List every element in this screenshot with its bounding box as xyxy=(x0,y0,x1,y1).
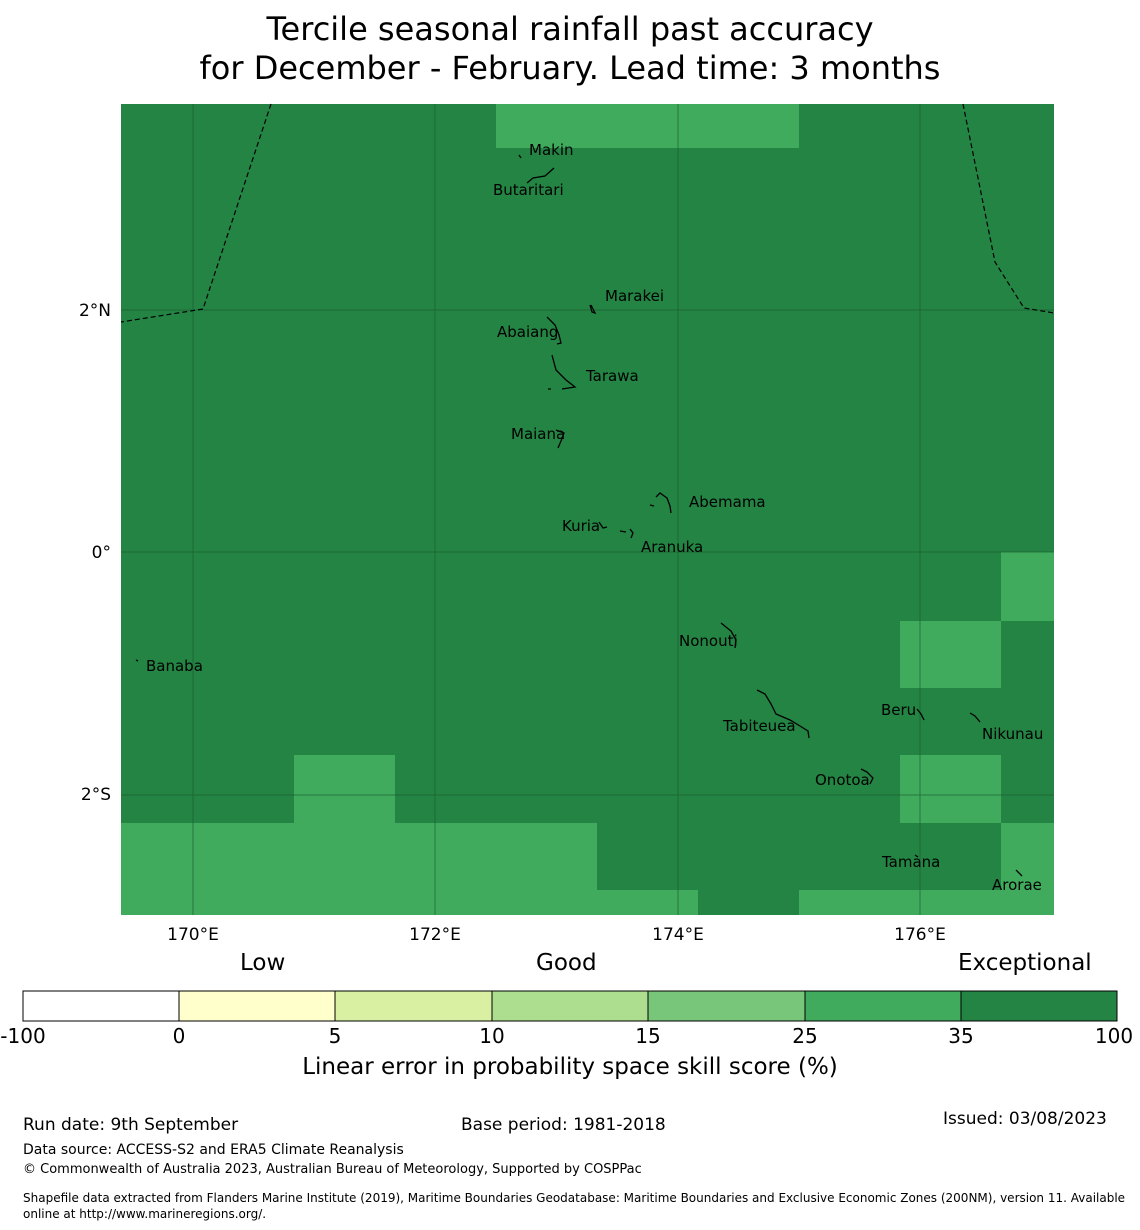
eez-boundary-east xyxy=(962,103,1055,314)
colorbar-tick: 5 xyxy=(328,1024,342,1048)
base-period: Base period: 1981-2018 xyxy=(461,1115,666,1135)
island-kuria xyxy=(598,521,608,529)
island-tamana xyxy=(914,854,919,858)
colorbar-segment xyxy=(804,990,962,1022)
shapefile-credit-line-1: Shapefile data extracted from Flanders M… xyxy=(23,1191,1126,1205)
colorbar-segment xyxy=(647,990,806,1022)
label-maiana: Maiana xyxy=(511,425,565,443)
label-tabiteuea: Tabiteuea xyxy=(722,717,796,735)
grid-cell-base xyxy=(121,104,1054,915)
label-kuria: Kuria xyxy=(562,517,600,535)
category-exceptional: Exceptional xyxy=(958,950,1092,976)
grid-cell xyxy=(799,890,1054,915)
colorbar-segment xyxy=(960,990,1118,1022)
label-arorae: Arorae xyxy=(992,876,1042,894)
skill-grid xyxy=(121,104,1054,915)
island-marakei xyxy=(589,304,597,315)
colorbar-tick: 35 xyxy=(948,1024,974,1048)
lon-tick-172: 172°E xyxy=(409,925,461,945)
colorbar-tick: 25 xyxy=(792,1024,818,1048)
lon-tick-174: 174°E xyxy=(652,925,704,945)
colorbar-segment xyxy=(22,990,180,1022)
island-outlines xyxy=(135,154,1023,877)
grid-cell xyxy=(1001,823,1054,890)
lat-tick-2s: 2°S xyxy=(81,785,111,805)
colorbar-segment xyxy=(334,990,493,1022)
island-makin xyxy=(518,154,522,159)
label-banaba: Banaba xyxy=(146,657,203,675)
label-nikunau: Nikunau xyxy=(982,725,1043,743)
colorbar-tick: 15 xyxy=(635,1024,661,1048)
chart-title: Tercile seasonal rainfall past accuracy … xyxy=(0,10,1140,88)
category-good: Good xyxy=(536,950,597,976)
copyright: © Commonwealth of Australia 2023, Austra… xyxy=(23,1162,642,1177)
eez-boundaries xyxy=(120,103,1055,323)
colorbar-tick: -100 xyxy=(0,1024,46,1048)
island-nikunau xyxy=(969,712,981,723)
colorbar-tick: 10 xyxy=(479,1024,505,1048)
island-beru xyxy=(916,708,925,721)
island-nonouti xyxy=(720,622,737,649)
shapefile-credit-line-2: online at http://www.marineregions.org/. xyxy=(23,1207,267,1221)
lon-tick-170: 170°E xyxy=(167,925,219,945)
island-abemama xyxy=(649,492,672,514)
label-tarawa: Tarawa xyxy=(585,367,639,385)
island-arorae xyxy=(1015,869,1023,877)
grid-cell xyxy=(900,621,1001,688)
title-line-1: Tercile seasonal rainfall past accuracy xyxy=(266,10,874,48)
place-labels: Makin Butaritari Marakei Abaiang Tarawa … xyxy=(146,141,1043,894)
grid-cell xyxy=(294,755,395,823)
grid-cell xyxy=(900,755,1001,823)
label-makin: Makin xyxy=(529,141,574,159)
colorbar-segment xyxy=(491,990,649,1022)
island-tabiteuea xyxy=(756,689,810,739)
run-date: Run date: 9th September xyxy=(23,1115,239,1135)
island-aranuka xyxy=(619,528,634,539)
label-abaiang: Abaiang xyxy=(497,323,558,341)
data-source: Data source: ACCESS-S2 and ERA5 Climate … xyxy=(23,1142,404,1158)
island-tarawa xyxy=(548,354,577,390)
island-butaritari xyxy=(526,167,555,184)
island-abaiang xyxy=(546,316,562,345)
label-butaritari: Butaritari xyxy=(493,181,564,199)
lon-tick-176: 176°E xyxy=(894,925,946,945)
lat-tick-0: 0° xyxy=(92,543,111,563)
category-low: Low xyxy=(240,950,286,976)
island-banaba xyxy=(135,659,139,662)
colorbar-tick: 0 xyxy=(172,1024,186,1048)
label-onotoa: Onotoa xyxy=(815,771,870,789)
grid-cell xyxy=(121,823,597,915)
lat-tick-2n: 2°N xyxy=(79,301,111,321)
label-marakei: Marakei xyxy=(605,287,664,305)
label-abemama: Abemama xyxy=(689,493,766,511)
grid-cell xyxy=(496,104,799,148)
island-maiana xyxy=(555,429,565,449)
label-aranuka: Aranuka xyxy=(641,538,703,556)
issued-date: Issued: 03/08/2023 xyxy=(943,1109,1107,1129)
axis-labels: 2°N 0° 2°S 170°E 172°E 174°E 176°E xyxy=(79,301,946,945)
island-onotoa xyxy=(860,768,874,785)
colorbar-tick: 100 xyxy=(1094,1024,1134,1048)
label-tamana: Tamana xyxy=(881,853,940,871)
colorbar xyxy=(22,990,1118,1022)
grid-cell xyxy=(1001,552,1054,621)
grid-cell xyxy=(597,890,698,915)
label-nonouti: Nonouti xyxy=(679,632,738,650)
graticule xyxy=(121,104,1054,915)
colorbar-segment xyxy=(178,990,336,1022)
colorbar-label: Linear error in probability space skill … xyxy=(302,1054,838,1080)
title-line-2: for December - February. Lead time: 3 mo… xyxy=(199,49,941,87)
label-beru: Beru xyxy=(881,701,916,719)
